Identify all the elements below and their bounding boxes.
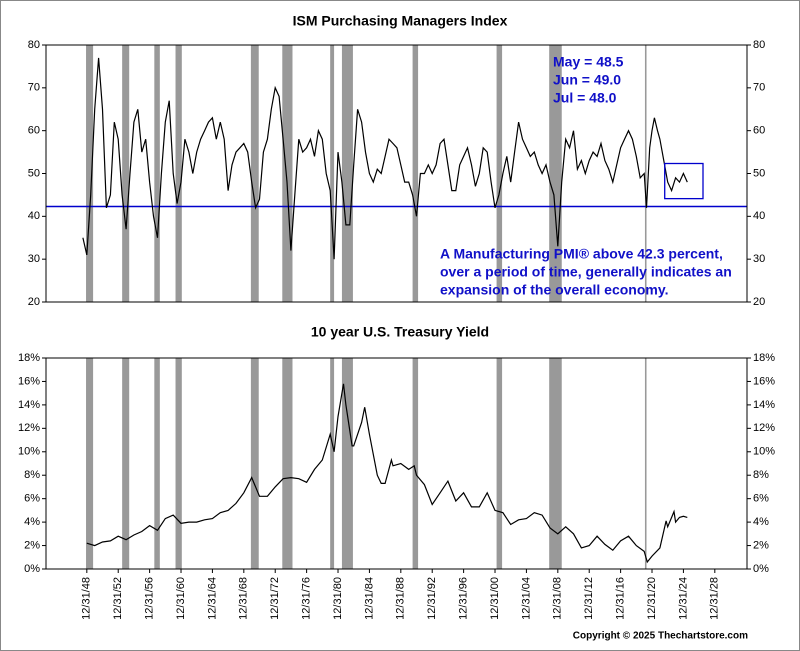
x-tick-label: 12/31/04: [520, 577, 532, 620]
recession-band: [341, 45, 353, 302]
recession-band: [341, 358, 353, 569]
y-tick-label: 70: [753, 82, 765, 94]
recent-label: Jul = 48.0: [553, 90, 617, 106]
y-tick-label: 20: [28, 296, 40, 308]
recession-band: [175, 45, 182, 302]
data-line: [86, 383, 688, 564]
recession-band: [282, 358, 293, 569]
recession-band: [330, 358, 335, 569]
recession-band: [496, 358, 503, 569]
note: over a period of time, generally indicat…: [440, 264, 732, 280]
recession-band: [86, 45, 94, 302]
y-tick-label: 12%: [18, 422, 40, 434]
x-tick-label: 12/31/60: [175, 577, 187, 620]
x-tick-label: 12/31/84: [363, 577, 375, 620]
recession-band: [412, 358, 419, 569]
y-tick-label: 80: [753, 39, 765, 51]
y-tick-label: 20: [753, 296, 765, 308]
y-tick-label: 30: [28, 253, 40, 265]
recession-band: [86, 358, 94, 569]
x-tick-label: 12/31/96: [458, 577, 470, 620]
y-tick-label: 2%: [753, 539, 769, 551]
y-tick-label: 14%: [753, 399, 775, 411]
x-tick-label: 12/31/28: [709, 577, 721, 620]
y-tick-label: 50: [753, 167, 765, 179]
y-tick-label: 0%: [24, 563, 40, 575]
recession-band: [412, 45, 419, 302]
chart-title: 10 year U.S. Treasury Yield: [311, 324, 489, 340]
x-tick-label: 12/31/16: [615, 577, 627, 620]
x-tick-label: 12/31/68: [238, 577, 250, 620]
recession-band: [122, 358, 130, 569]
y-tick-label: 14%: [18, 399, 40, 411]
y-tick-label: 12%: [753, 422, 775, 434]
x-tick-label: 12/31/20: [646, 577, 658, 620]
x-tick-label: 12/31/08: [552, 577, 564, 620]
recession-band: [154, 45, 160, 302]
recession-band: [175, 358, 182, 569]
y-tick-label: 30: [753, 253, 765, 265]
recession-band: [330, 45, 335, 302]
recession-band: [282, 45, 293, 302]
y-tick-label: 60: [753, 125, 765, 137]
chart-title: ISM Purchasing Managers Index: [293, 13, 508, 29]
y-tick-label: 8%: [24, 469, 40, 481]
y-tick-label: 4%: [753, 516, 769, 528]
y-tick-label: 4%: [24, 516, 40, 528]
y-tick-label: 10%: [18, 446, 40, 458]
y-tick-label: 16%: [18, 375, 40, 387]
y-tick-label: 40: [753, 210, 765, 222]
y-tick-label: 2%: [24, 539, 40, 551]
recession-band: [644, 45, 647, 302]
recession-band: [549, 358, 562, 569]
recent-label: May = 48.5: [553, 54, 624, 70]
x-tick-label: 12/31/92: [426, 577, 438, 620]
y-tick-label: 6%: [753, 493, 769, 505]
recent-label: Jun = 49.0: [553, 72, 621, 88]
note: expansion of the overall economy.: [440, 282, 668, 298]
y-tick-label: 18%: [18, 352, 40, 364]
y-tick-label: 40: [28, 210, 40, 222]
y-tick-label: 60: [28, 125, 40, 137]
x-tick-label: 12/31/48: [81, 577, 93, 620]
x-tick-label: 12/31/80: [332, 577, 344, 620]
copyright: Copyright © 2025 Thechartstore.com: [573, 631, 748, 642]
x-tick-label: 12/31/56: [144, 577, 156, 620]
recession-band: [250, 45, 259, 302]
plot-frame: [45, 44, 748, 303]
x-tick-label: 12/31/52: [112, 577, 124, 620]
recession-band: [496, 45, 503, 302]
plot-frame: [45, 357, 748, 570]
x-tick-label: 12/31/76: [301, 577, 313, 620]
data-line: [82, 57, 688, 260]
x-tick-label: 12/31/00: [489, 577, 501, 620]
y-tick-label: 8%: [753, 469, 769, 481]
highlight-box: [664, 162, 704, 200]
y-tick-label: 0%: [753, 563, 769, 575]
x-tick-label: 12/31/88: [395, 577, 407, 620]
x-tick-label: 12/31/24: [677, 577, 689, 620]
recession-band: [122, 45, 130, 302]
x-tick-label: 12/31/72: [269, 577, 281, 620]
y-tick-label: 70: [28, 82, 40, 94]
y-tick-label: 80: [28, 39, 40, 51]
recession-band: [644, 358, 647, 569]
recession-band: [154, 358, 160, 569]
y-tick-label: 18%: [753, 352, 775, 364]
y-tick-label: 6%: [24, 493, 40, 505]
x-tick-label: 12/31/12: [583, 577, 595, 620]
x-tick-label: 12/31/64: [206, 577, 218, 620]
y-tick-label: 50: [28, 167, 40, 179]
note: A Manufacturing PMI® above 42.3 percent,: [440, 246, 723, 262]
y-tick-label: 10%: [753, 446, 775, 458]
recession-band: [250, 358, 259, 569]
y-tick-label: 16%: [753, 375, 775, 387]
